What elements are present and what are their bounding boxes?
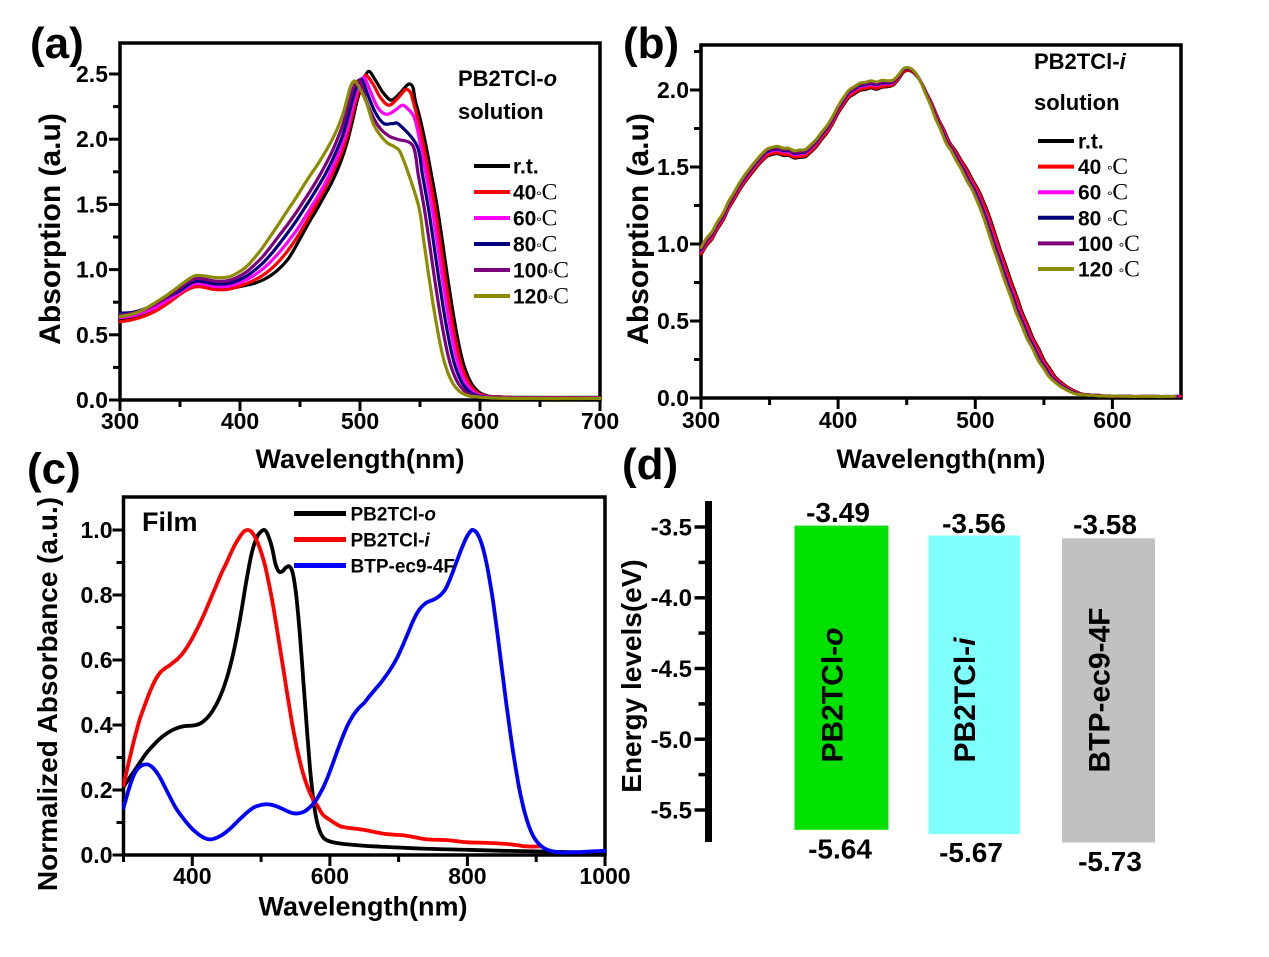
svg-text:-3.5: -3.5	[651, 515, 692, 542]
svg-text:PB2TCl-i: PB2TCl-i	[949, 637, 982, 763]
svg-text:-3.49: -3.49	[806, 497, 870, 528]
svg-text:-5.73: -5.73	[1078, 846, 1142, 877]
svg-text:120°C: 120°C	[513, 284, 569, 310]
svg-text:PB2TCl-i: PB2TCl-i	[1034, 49, 1127, 74]
svg-text:solution: solution	[1034, 90, 1120, 115]
svg-text:PB2TCl-i: PB2TCl-i	[351, 531, 431, 552]
svg-text:(c): (c)	[27, 445, 81, 494]
svg-text:600: 600	[311, 863, 349, 889]
svg-text:Normalized Absorbance (a.u.): Normalized Absorbance (a.u.)	[32, 497, 63, 891]
svg-text:0.0: 0.0	[76, 387, 108, 413]
svg-text:120 °C: 120 °C	[1078, 257, 1140, 283]
svg-text:Wavelength(nm): Wavelength(nm)	[259, 892, 468, 922]
svg-text:Absorption (a.u): Absorption (a.u)	[34, 113, 67, 345]
svg-text:800: 800	[448, 863, 486, 889]
svg-text:300: 300	[101, 408, 139, 434]
svg-text:-4.5: -4.5	[651, 656, 692, 683]
svg-text:60 °C: 60 °C	[1078, 180, 1128, 206]
svg-text:700: 700	[581, 408, 619, 434]
svg-text:1.0: 1.0	[657, 231, 689, 257]
svg-text:Wavelength(nm): Wavelength(nm)	[256, 444, 465, 474]
svg-text:500: 500	[956, 407, 994, 433]
svg-text:500: 500	[341, 408, 379, 434]
svg-text:BTP-ec9-4F: BTP-ec9-4F	[1084, 607, 1117, 772]
svg-text:(d): (d)	[622, 440, 678, 489]
svg-text:300: 300	[682, 407, 720, 433]
svg-text:60°C: 60°C	[513, 206, 557, 232]
svg-text:0.6: 0.6	[81, 647, 113, 673]
svg-text:1.0: 1.0	[81, 517, 113, 543]
svg-text:-4.0: -4.0	[651, 585, 692, 612]
svg-text:1000: 1000	[579, 863, 630, 889]
svg-text:600: 600	[461, 408, 499, 434]
svg-text:(b): (b)	[623, 19, 679, 68]
svg-text:1.0: 1.0	[76, 257, 108, 283]
svg-text:40°C: 40°C	[513, 180, 557, 206]
svg-text:-5.5: -5.5	[651, 798, 692, 825]
svg-text:PB2TCl-o: PB2TCl-o	[817, 627, 850, 762]
svg-text:80°C: 80°C	[513, 232, 557, 258]
svg-text:40 °C: 40 °C	[1078, 154, 1128, 180]
svg-text:400: 400	[819, 407, 857, 433]
svg-text:PB2TCl-o: PB2TCl-o	[351, 505, 437, 526]
svg-text:0.0: 0.0	[657, 385, 689, 411]
svg-text:0.4: 0.4	[81, 712, 113, 738]
svg-text:0.2: 0.2	[81, 777, 113, 803]
svg-text:solution: solution	[458, 99, 544, 124]
svg-text:0.5: 0.5	[76, 322, 108, 348]
svg-text:100 °C: 100 °C	[1078, 231, 1140, 257]
svg-text:0.5: 0.5	[657, 308, 689, 334]
svg-text:600: 600	[1093, 407, 1131, 433]
svg-text:100°C: 100°C	[513, 258, 569, 284]
svg-text:2.5: 2.5	[76, 61, 108, 87]
svg-text:r.t.: r.t.	[1078, 131, 1104, 154]
svg-text:-3.56: -3.56	[942, 508, 1006, 539]
svg-text:2.0: 2.0	[76, 126, 108, 152]
svg-text:-3.58: -3.58	[1073, 509, 1137, 540]
svg-text:400: 400	[173, 863, 211, 889]
svg-text:-5.64: -5.64	[808, 834, 872, 865]
svg-text:Wavelength(nm): Wavelength(nm)	[837, 444, 1046, 474]
svg-text:Energy levels(eV): Energy levels(eV)	[616, 559, 647, 792]
svg-text:-5.0: -5.0	[651, 727, 692, 754]
svg-text:400: 400	[221, 408, 259, 434]
svg-text:(a): (a)	[30, 19, 84, 68]
svg-text:-5.67: -5.67	[939, 837, 1003, 868]
svg-text:1.5: 1.5	[657, 154, 689, 180]
svg-text:Absorption (a.u): Absorption (a.u)	[622, 113, 655, 345]
svg-text:Film: Film	[142, 507, 198, 537]
svg-text:2.0: 2.0	[657, 77, 689, 103]
svg-text:80 °C: 80 °C	[1078, 205, 1128, 231]
svg-text:0.0: 0.0	[81, 842, 113, 868]
svg-text:1.5: 1.5	[76, 191, 108, 217]
svg-text:r.t.: r.t.	[513, 156, 539, 179]
svg-text:PB2TCl-o: PB2TCl-o	[458, 66, 557, 91]
svg-text:0.8: 0.8	[81, 582, 113, 608]
svg-text:BTP-ec9-4F: BTP-ec9-4F	[351, 557, 456, 578]
